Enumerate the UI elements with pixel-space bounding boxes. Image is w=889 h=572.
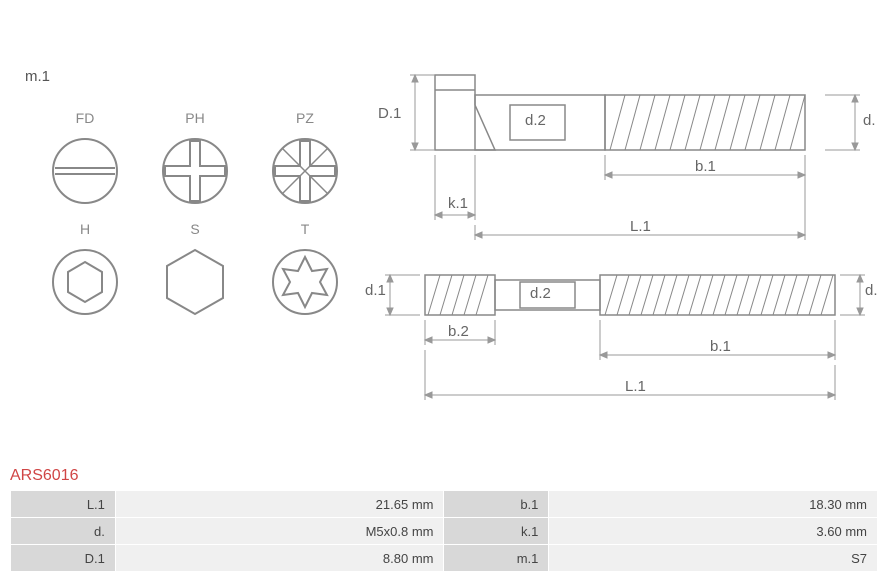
drive-fd: FD [38, 110, 133, 206]
spec-key: b.1 [444, 491, 549, 518]
spec-key: D.1 [11, 545, 116, 572]
drive-label-s: S [190, 221, 199, 237]
drive-label-t: T [301, 221, 310, 237]
dim-d-top: d. [863, 112, 876, 129]
spec-val: S7 [549, 545, 878, 572]
drive-label-ph: PH [185, 110, 204, 126]
dim-L1-bot: L.1 [625, 378, 646, 395]
drive-pz: PZ [258, 110, 353, 206]
part-number: ARS6016 [10, 467, 79, 485]
dim-d2-bot: d.2 [530, 285, 551, 302]
schematic-area: D.1 d.2 d. k.1 b.1 L.1 d.1 d.2 d. b.2 b.… [370, 50, 880, 420]
dim-d-bot: d. [865, 282, 878, 299]
drive-s: S [148, 221, 243, 317]
table-row: D.1 8.80 mm m.1 S7 [11, 545, 878, 572]
spec-table: L.1 21.65 mm b.1 18.30 mm d. M5x0.8 mm k… [10, 490, 878, 572]
dim-D1: D.1 [378, 105, 401, 122]
dim-b1-bot: b.1 [710, 338, 731, 355]
drive-h: H [38, 221, 133, 317]
drive-ph: PH [148, 110, 243, 206]
drive-types-grid: FD PH PZ [30, 110, 360, 332]
dim-d2-top: d.2 [525, 112, 546, 129]
spec-val: 18.30 mm [549, 491, 878, 518]
drive-label-fd: FD [76, 110, 95, 126]
table-row: L.1 21.65 mm b.1 18.30 mm [11, 491, 878, 518]
drive-row-1: FD PH PZ [30, 110, 360, 206]
hex-drive-icon [50, 247, 120, 317]
drive-label-pz: PZ [296, 110, 314, 126]
flat-drive-icon [50, 136, 120, 206]
diagram-section: m.1 FD PH PZ [0, 0, 889, 440]
dim-k1: k.1 [448, 195, 468, 212]
spec-key: L.1 [11, 491, 116, 518]
pozidriv-drive-icon [270, 136, 340, 206]
phillips-drive-icon [160, 136, 230, 206]
spec-key: k.1 [444, 518, 549, 545]
dim-L1-top: L.1 [630, 218, 651, 235]
drive-t: T [258, 221, 353, 317]
table-row: d. M5x0.8 mm k.1 3.60 mm [11, 518, 878, 545]
dim-b2: b.2 [448, 323, 469, 340]
spec-val: 3.60 mm [549, 518, 878, 545]
drive-row-2: H S T [30, 221, 360, 317]
m1-label: m.1 [25, 68, 50, 85]
spec-key: m.1 [444, 545, 549, 572]
dim-b1-top: b.1 [695, 158, 716, 175]
dim-d1: d.1 [365, 282, 386, 299]
torx-drive-icon [270, 247, 340, 317]
spec-val: M5x0.8 mm [115, 518, 444, 545]
spec-key: d. [11, 518, 116, 545]
spec-val: 8.80 mm [115, 545, 444, 572]
drive-label-h: H [80, 221, 90, 237]
spec-val: 21.65 mm [115, 491, 444, 518]
hex-external-icon [160, 247, 230, 317]
screw-schematic-svg [370, 50, 880, 420]
